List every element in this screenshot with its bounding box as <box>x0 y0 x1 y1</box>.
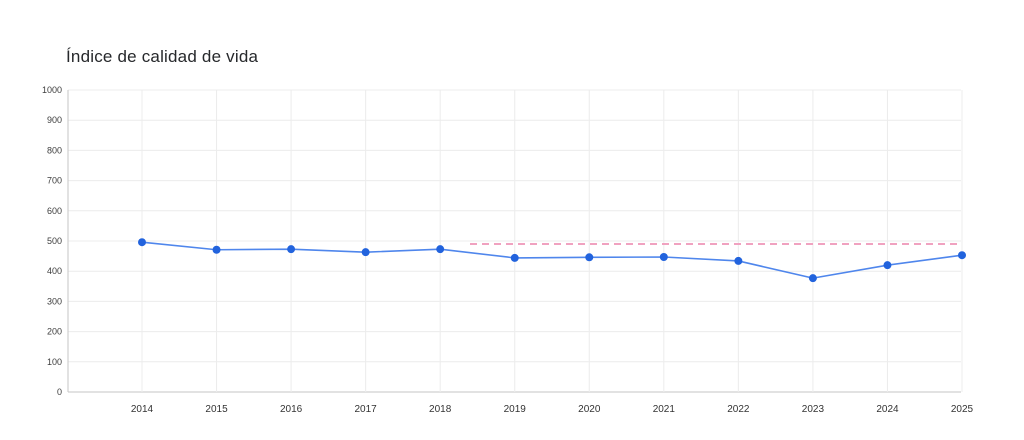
data-point[interactable] <box>958 251 966 260</box>
y-axis-tick-label: 100 <box>47 357 62 367</box>
x-axis-tick-label: 2025 <box>951 404 974 415</box>
y-axis-tick-label: 500 <box>47 236 62 246</box>
data-point[interactable] <box>808 274 817 283</box>
x-axis-tick-label: 2016 <box>280 404 303 415</box>
x-axis-tick-label: 2014 <box>131 404 154 415</box>
data-point[interactable] <box>138 238 146 247</box>
y-axis-tick-label: 600 <box>47 206 62 216</box>
data-point[interactable] <box>659 253 668 262</box>
data-point[interactable] <box>212 245 221 254</box>
x-axis-tick-label: 2017 <box>355 404 378 415</box>
data-point[interactable] <box>361 248 370 257</box>
y-axis-tick-label: 1000 <box>42 85 62 95</box>
chart-title: Índice de calidad de vida <box>66 47 259 66</box>
data-point[interactable] <box>287 245 296 254</box>
x-axis-tick-label: 2022 <box>727 404 750 415</box>
x-axis-tick-label: 2019 <box>504 404 527 415</box>
data-point[interactable] <box>436 245 445 254</box>
data-point[interactable] <box>734 256 743 265</box>
data-point[interactable] <box>510 253 519 262</box>
data-point[interactable] <box>883 261 892 270</box>
y-axis-tick-label: 400 <box>47 266 62 276</box>
x-axis-tick-label: 2024 <box>876 404 899 415</box>
y-axis-tick-label: 200 <box>47 327 62 337</box>
x-axis-tick-label: 2020 <box>578 404 601 415</box>
series-line <box>141 241 963 279</box>
y-axis-tick-label: 700 <box>47 176 62 186</box>
data-point[interactable] <box>585 253 594 262</box>
x-axis-tick-label: 2015 <box>205 404 228 415</box>
y-axis-tick-label: 900 <box>47 115 62 125</box>
x-axis-tick-label: 2021 <box>653 404 676 415</box>
y-axis-tick-label: 0 <box>57 387 62 397</box>
x-axis-tick-label: 2023 <box>802 404 825 415</box>
x-axis-tick-label: 2018 <box>429 404 452 415</box>
y-axis-tick-label: 800 <box>47 145 62 155</box>
y-axis-tick-label: 300 <box>47 296 62 306</box>
